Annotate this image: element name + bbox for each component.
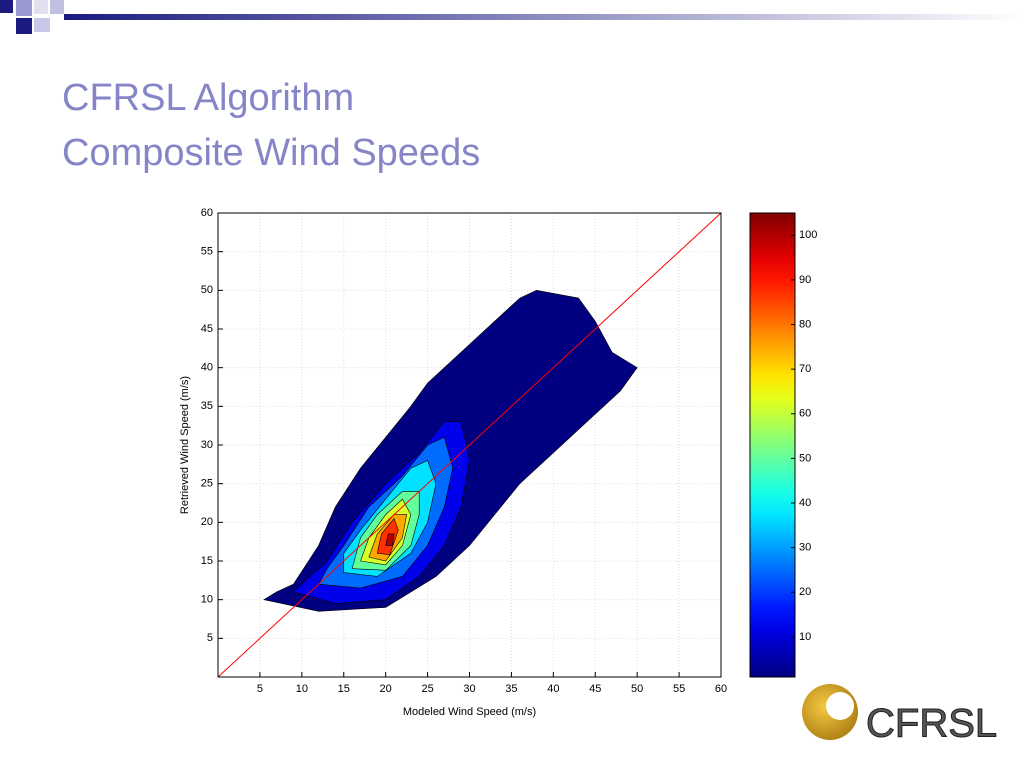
chart: 5 10 15 20 25 30 35 40 45 50 55 60 5 10 15 20 25 30 35 40 45…	[179, 207, 817, 718]
colorbar-tick-label: 100	[799, 229, 817, 241]
x-tick-label: 5	[257, 683, 263, 695]
x-tick-label: 50	[631, 683, 643, 695]
y-tick-label: 55	[201, 246, 213, 258]
y-tick-label: 5	[207, 632, 213, 644]
logo: CFRSL	[802, 684, 998, 746]
colorbar-tick-label: 90	[799, 274, 811, 286]
slide-title: Composite Wind Speeds	[62, 132, 480, 174]
colorbar-tick-label: 20	[799, 586, 811, 598]
colorbar-tick-label: 40	[799, 497, 811, 509]
x-tick-label: 60	[715, 683, 727, 695]
y-tick-label: 20	[201, 516, 213, 528]
colorbar-tick-label: 10	[799, 631, 811, 643]
identity-line	[217, 212, 722, 678]
colorbar	[749, 212, 796, 678]
colorbar-tick-label: 60	[799, 408, 811, 420]
x-tick-label: 55	[673, 683, 685, 695]
y-tick-label: 50	[201, 284, 213, 296]
x-tick-label: 15	[338, 683, 350, 695]
colorbar-tick-label: 80	[799, 318, 811, 330]
y-tick-label: 40	[201, 362, 213, 374]
colorbar-tick-label: 30	[799, 542, 811, 554]
y-tick-label: 15	[201, 555, 213, 567]
y-tick-label: 25	[201, 478, 213, 490]
y-axis-label: Retrieved Wind Speed (m/s)	[179, 376, 191, 514]
slide-title: CFRSL Algorithm	[62, 77, 354, 119]
y-tick-label: 45	[201, 323, 213, 335]
y-tick-label: 30	[201, 439, 213, 451]
x-tick-label: 10	[296, 683, 308, 695]
x-tick-label: 30	[463, 683, 475, 695]
x-tick-label: 45	[589, 683, 601, 695]
x-tick-label: 25	[421, 683, 433, 695]
header-decoration	[0, 0, 1024, 34]
colorbar-tick-label: 50	[799, 452, 811, 464]
contour-region	[385, 533, 395, 546]
logo-text: CFRSL	[866, 702, 997, 746]
y-tick-label: 35	[201, 400, 213, 412]
x-axis-label: Modeled Wind Speed (m/s)	[403, 706, 536, 718]
y-tick-label: 60	[201, 207, 213, 219]
colorbar-tick-label: 70	[799, 363, 811, 375]
y-tick-label: 10	[201, 594, 213, 606]
x-tick-label: 35	[505, 683, 517, 695]
x-tick-label: 40	[547, 683, 559, 695]
x-tick-label: 20	[380, 683, 392, 695]
